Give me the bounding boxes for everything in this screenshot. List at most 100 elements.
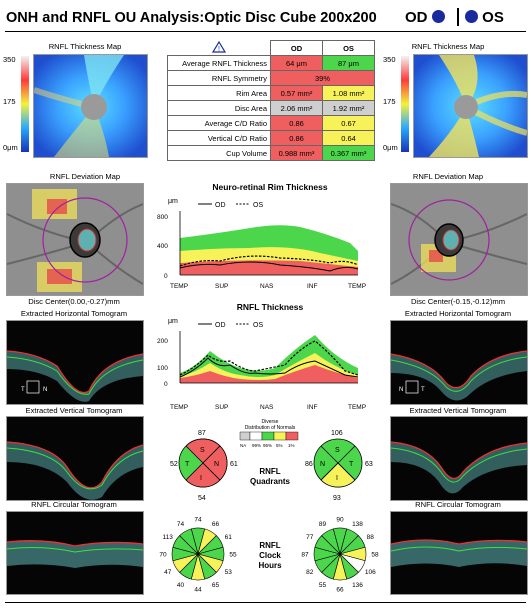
os-clock-value: 136 [352, 582, 363, 589]
rim-xtick-sup: SUP [215, 283, 228, 290]
table-row: Average C/D Ratio 0.86 0.67 [167, 115, 375, 131]
os-clock-value: 106 [365, 569, 376, 576]
od-q-t-value: 52 [170, 461, 178, 468]
row-label-cup-volume: Cup Volume [167, 145, 271, 161]
od-q-s-value: 87 [198, 430, 206, 437]
table-row: Vertical C/D Ratio 0.86 0.64 [167, 130, 375, 146]
os-dot-icon [465, 10, 478, 23]
legend-99: 99% [252, 443, 261, 448]
clock-title-2: Clock [259, 551, 281, 560]
od-circular-tomogram[interactable] [6, 511, 144, 595]
clock-svg: RNFL Clock Hours 74 66 61 55 53 65 44 40 47 70 113… [159, 517, 379, 594]
os-scale-min: 0μm [383, 143, 398, 152]
rim-ytick-400: 400 [157, 243, 168, 250]
rim-xtick-inf: INF [307, 283, 318, 290]
os-clock-value: 82 [306, 569, 314, 576]
od-deviation-map[interactable] [6, 183, 144, 296]
rim-legend-od: OD [215, 202, 226, 209]
row-label-vert-cd: Vertical C/D Ratio [167, 130, 271, 146]
disc-area-od: 2.06 mm² [270, 100, 323, 116]
disc-area-os: 1.92 mm² [322, 100, 375, 116]
rnfl-chart: μm OD OS 200 100 0 TEMP SUP NAS INF TEMP [150, 313, 390, 413]
od-clock-value: 53 [225, 569, 233, 576]
os-h-t-label: T [421, 387, 425, 393]
clock-section: RNFL Clock Hours 74 66 61 55 53 65 44 40 47 70 113… [150, 508, 390, 600]
od-q-i-value: 54 [198, 495, 206, 502]
os-quadrant-chart: S I N T 106 93 86 63 [305, 430, 373, 502]
od-clock-value: 70 [159, 552, 167, 559]
legend-title-2: Distribution of Normals [245, 425, 296, 431]
clock-title-3: Hours [258, 561, 282, 570]
avg-rnfl-od: 64 μm [270, 55, 323, 71]
od-q-n-label: N [214, 461, 219, 468]
rnfl-xtick-temp2: TEMP [348, 404, 366, 411]
table-row: Average RNFL Thickness 64 μm 87 μm [167, 55, 375, 71]
warning-icon-cell: ! [168, 40, 271, 56]
od-clock-value: 66 [212, 521, 220, 528]
os-deviation-map-image [391, 184, 527, 295]
os-deviation-map[interactable] [390, 183, 528, 296]
row-label-avg-rnfl: Average RNFL Thickness [167, 55, 271, 71]
od-deviation-map-image [7, 184, 143, 295]
row-label-avg-cd: Average C/D Ratio [167, 115, 271, 131]
od-vertical-tomogram[interactable] [6, 416, 144, 501]
row-label-rim-area: Rim Area [167, 85, 271, 101]
avg-rnfl-os: 87 μm [322, 55, 375, 71]
table-row: Cup Volume 0.988 mm³ 0.367 mm³ [167, 145, 375, 161]
header-rule [5, 31, 526, 32]
os-clock-value: 90 [336, 517, 344, 524]
os-q-i-value: 93 [333, 495, 341, 502]
os-scale-max: 350 [383, 55, 396, 64]
os-vertical-tomogram[interactable] [390, 416, 528, 501]
od-clock-value: 47 [164, 569, 172, 576]
os-color-scale-bar [401, 56, 409, 152]
os-disc-center: Disc Center(-0.15,-0.12)mm [410, 297, 506, 306]
od-header: OD [405, 9, 445, 26]
rim-chart-svg: μm OD OS 800 400 0 TEMP SUP NAS INF TEMP [157, 198, 366, 290]
os-clock-value: 88 [367, 534, 375, 541]
os-thickness-map-title: RNFL Thickness Map [411, 42, 485, 51]
os-circular-tomogram[interactable] [390, 511, 528, 595]
os-thickness-map[interactable] [413, 54, 528, 158]
distribution-legend: Diverse Distribution of Normals NA 99% 9… [239, 419, 299, 448]
os-clock-value: 66 [336, 587, 344, 594]
rim-xtick-temp: TEMP [170, 283, 188, 290]
od-clock-value: 61 [225, 534, 233, 541]
os-deviation-title: RNFL Deviation Map [412, 172, 484, 181]
os-clock-value: 87 [301, 552, 309, 559]
vert-cd-os: 0.64 [322, 130, 375, 146]
od-dot-icon [431, 10, 445, 23]
os-q-n-value: 86 [305, 461, 313, 468]
table-header-od: OD [270, 40, 323, 56]
rnfl-symmetry-value: 39% [270, 70, 375, 86]
od-horizontal-tomogram-image: T N [7, 321, 143, 404]
od-horizontal-tomogram[interactable]: T N [6, 320, 144, 405]
od-clock-value: 74 [194, 517, 202, 524]
header-divider [457, 8, 459, 26]
os-q-s-label: S [335, 447, 340, 454]
rnfl-unit: μm [168, 318, 178, 325]
od-horizontal-title: Extracted Horizontal Tomogram [20, 309, 128, 318]
rim-area-os: 1.08 mm² [322, 85, 375, 101]
cup-volume-os: 0.367 mm³ [322, 145, 375, 161]
rnfl-os-line [179, 340, 359, 376]
quadrants-section: S I T N 87 54 52 61 S I N T 106 93 86 63… [150, 418, 390, 508]
od-scale-min: 0μm [3, 143, 18, 152]
od-deviation-title: RNFL Deviation Map [49, 172, 121, 181]
metrics-table: ! OD OS Average RNFL Thickness 64 μm 87 … [167, 40, 375, 161]
row-label-symmetry: RNFL Symmetry [167, 70, 271, 86]
rnfl-ytick-100: 100 [157, 365, 168, 372]
warning-icon: ! [211, 40, 226, 53]
os-clock-sector [321, 528, 341, 556]
od-thickness-map[interactable] [33, 54, 148, 158]
quadrants-title-2: Quadrants [250, 477, 291, 486]
os-horizontal-tomogram[interactable]: N T [390, 320, 528, 405]
cup-volume-od: 0.988 mm³ [270, 145, 323, 161]
rnfl-xtick-temp: TEMP [170, 404, 188, 411]
od-clock-value: 113 [163, 534, 174, 541]
table-header-os: OS [322, 40, 375, 56]
rim-unit: μm [168, 198, 178, 205]
rim-os-line [179, 255, 359, 267]
footer-rule [5, 602, 526, 603]
od-clock-value: 55 [229, 552, 237, 559]
